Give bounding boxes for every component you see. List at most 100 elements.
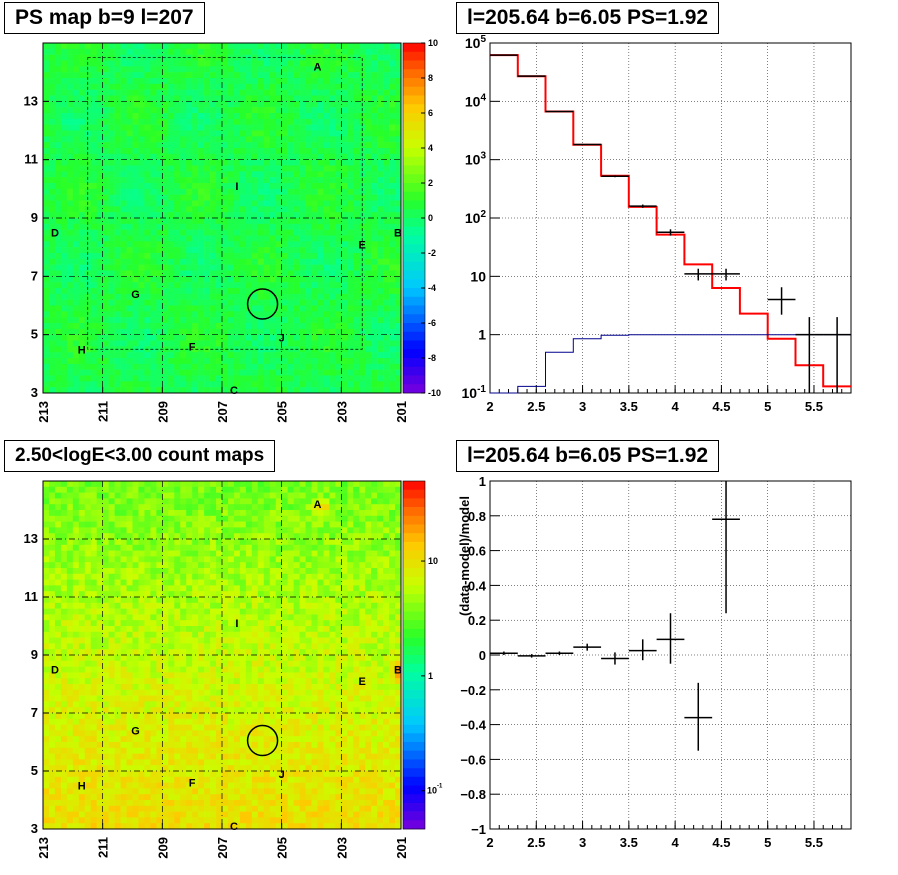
countmap-cell (102, 527, 109, 534)
psmap-cell (251, 194, 259, 201)
psmap-cell (114, 241, 121, 248)
psmap-cell (96, 107, 103, 114)
psmap-cell (174, 264, 181, 271)
countmap-cell (66, 602, 74, 609)
psmap-cell (305, 282, 312, 289)
psmap-cell (186, 305, 193, 312)
psmap-cell (144, 95, 151, 102)
psmap-cell (156, 188, 163, 195)
psmap-cell (126, 229, 133, 236)
psmap-cell (239, 317, 247, 324)
psmap-cell (269, 148, 276, 155)
psmap-cell (293, 241, 300, 248)
psmap-cell (371, 136, 378, 143)
psmap-cell (371, 247, 378, 254)
psmap-cell (341, 229, 348, 236)
psmap-cell (210, 101, 217, 108)
countmap-cell (329, 579, 336, 586)
countmap-cell (84, 550, 92, 557)
psmap-cell (263, 358, 271, 365)
countmap-cell (365, 515, 372, 522)
countmap-cell (275, 550, 282, 557)
countmap-cell (227, 510, 235, 517)
psmap-cell (227, 369, 235, 376)
psmap-cell (108, 171, 115, 178)
countmap-cell (150, 515, 157, 522)
psmap-cell (174, 358, 181, 365)
psmap-cell (383, 288, 390, 295)
psmap-cell (227, 165, 235, 172)
countmap-cell (66, 597, 74, 604)
psmap-cell (305, 136, 312, 143)
countmap-cell (156, 573, 163, 580)
psmap-cell (114, 101, 121, 108)
countmap-cell (144, 504, 151, 511)
countmap-cell (90, 481, 97, 488)
psmap-cell (78, 270, 86, 277)
psmap-cell (144, 328, 151, 335)
countmap-cell (168, 521, 175, 528)
countmap-cell (66, 573, 74, 580)
psmap-cell (311, 95, 318, 102)
psmap-cell (299, 95, 306, 102)
psmap-cell (186, 89, 193, 96)
psmap-cell (192, 270, 199, 277)
psmap-cell (377, 136, 384, 143)
psmap-cell (317, 358, 324, 365)
psmap-cell (192, 340, 199, 347)
psmap-cell (251, 136, 259, 143)
psmap-cell (323, 340, 330, 347)
psmap-cell (108, 363, 115, 370)
psmap-cell (102, 188, 109, 195)
psmap-cell (341, 323, 348, 330)
psmap-cell (395, 340, 402, 347)
psmap-cell (311, 159, 318, 166)
psmap-cell (132, 305, 139, 312)
psmap-cell (138, 43, 145, 50)
psmap-cell (293, 381, 300, 388)
psmap-cell (222, 340, 229, 347)
psmap-cell (263, 247, 271, 254)
psmap-cell (96, 212, 103, 219)
psmap-cell (150, 387, 157, 394)
psmap-cell (162, 288, 169, 295)
psmap-cell (186, 317, 193, 324)
psmap-cell (108, 200, 115, 207)
psmap-cell (168, 124, 175, 131)
psmap-cell (126, 223, 133, 230)
countmap-cell (377, 544, 384, 551)
psmap-cell (132, 247, 139, 254)
psmap-cell (281, 200, 288, 207)
countmap-cell (126, 486, 133, 493)
psmap-cell (96, 89, 103, 96)
psmap-cell (72, 206, 80, 213)
countmap-cell (227, 585, 235, 592)
psmap-cell (180, 317, 187, 324)
psmap-cell (293, 118, 300, 125)
countmap-cell (186, 481, 193, 488)
psmap-cell (233, 43, 241, 50)
countmap-cell (395, 568, 402, 575)
psmap-cell (102, 253, 109, 260)
countmap-cell (54, 562, 62, 569)
psmap-cell (174, 60, 181, 67)
psmap-cell (233, 171, 241, 178)
countmap-cell (120, 498, 127, 505)
psmap-cell (54, 288, 62, 295)
psmap-cell (132, 148, 139, 155)
countmap-cell (305, 550, 312, 557)
countmap-cell (251, 579, 259, 586)
psmap-cell (84, 247, 92, 254)
psmap-cell (144, 148, 151, 155)
psmap-cell (317, 194, 324, 201)
psmap-cell (168, 358, 175, 365)
countmap-cell (299, 591, 306, 598)
countmap-cell (43, 573, 50, 580)
psmap-cell (275, 334, 282, 341)
psmap-cell (233, 89, 241, 96)
psmap-cell (377, 54, 384, 61)
psmap-cell (43, 107, 50, 114)
psmap-cell (126, 352, 133, 359)
psmap-cell (186, 270, 193, 277)
psmap-cell (96, 293, 103, 300)
